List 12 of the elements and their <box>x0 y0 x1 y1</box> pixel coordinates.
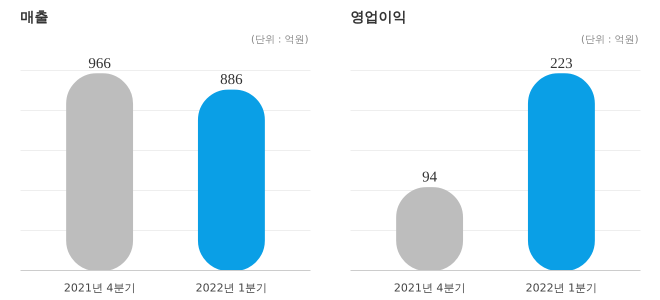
x-tick-label: 2021년 4분기 <box>64 282 136 294</box>
data-label: 886 <box>220 72 244 88</box>
data-label: 223 <box>550 56 573 72</box>
x-tick-label: 2022년 1분기 <box>526 282 598 294</box>
chart-subtitle: (단위 : 억원) <box>250 34 309 46</box>
x-tick-label: 2021년 4분기 <box>394 282 466 294</box>
chart-subtitle: (단위 : 억원) <box>580 34 639 46</box>
chart-title: 영업이익 <box>350 10 406 26</box>
x-tick-label: 2022년 1분기 <box>196 282 268 294</box>
chart-title: 매출 <box>20 10 48 26</box>
data-label: 966 <box>88 56 112 72</box>
data-label: 94 <box>422 170 438 186</box>
